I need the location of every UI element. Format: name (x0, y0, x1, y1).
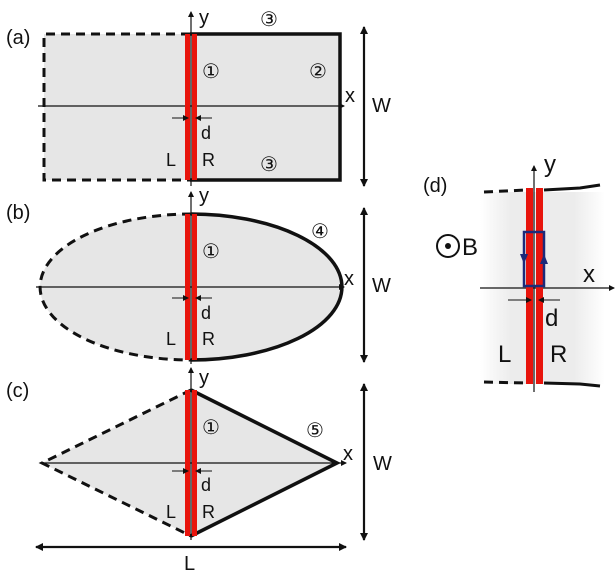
panel-a-marker-3-top: ③ (260, 7, 278, 31)
panel-a-marker-2: ② (309, 59, 327, 83)
panel-c-y-label: y (199, 367, 209, 389)
panel-c-tag: (c) (6, 380, 29, 402)
panel-b-marker-4: ④ (311, 219, 329, 243)
panel-c-marker-5: ⑤ (306, 418, 324, 442)
panel-b-left-label: L (166, 329, 176, 349)
panel-a-right-label: R (202, 150, 215, 170)
panel-d-x-label: x (583, 261, 595, 288)
panel-b-gap-label: d (201, 303, 211, 323)
panel-a-strip-left (185, 34, 190, 180)
panel-c-gap-label: d (201, 475, 211, 495)
panel-b-y-label: y (199, 185, 209, 207)
panel-d-field-out-of-page-icon (436, 234, 460, 258)
panel-a-x-label: x (345, 85, 355, 107)
panel-d-left-top-boundary (483, 188, 527, 194)
panel-d-right-label: R (550, 341, 567, 368)
panel-d-left-bottom-boundary (483, 380, 527, 385)
panel-c-strip-right (192, 390, 197, 536)
panel-a: (a) y x W d L R ① ② ③ ③ (6, 7, 391, 187)
panel-c-length-label: L (184, 553, 195, 574)
panel-a-y-label: y (199, 7, 209, 29)
panel-a-left-label: L (166, 150, 176, 170)
panel-b-right-label: R (202, 329, 215, 349)
panel-c-width-label: W (373, 453, 392, 475)
panel-d: (d) B y x d L R (423, 151, 615, 392)
panel-b-strip-left (185, 214, 190, 360)
panel-d-left-label: L (498, 341, 511, 368)
panel-b: (b) y x W d L R ① ④ (6, 185, 391, 364)
panel-d-loop-arrow-up (540, 254, 548, 264)
panel-a-marker-3-bottom: ③ (260, 152, 278, 176)
panel-c-left-label: L (166, 502, 176, 522)
panel-c: (c) y x W L d L R ① ⑤ (6, 367, 392, 574)
panel-a-marker-1: ① (202, 59, 220, 83)
panel-a-gap-label: d (201, 123, 211, 143)
panel-c-strip-left (185, 390, 190, 536)
panel-b-tag: (b) (6, 202, 30, 224)
panel-b-x-label: x (344, 268, 354, 290)
panel-a-tag: (a) (6, 27, 30, 49)
panel-b-strip-right (192, 214, 197, 360)
panel-d-gap-label: d (545, 305, 558, 332)
panel-c-marker-1: ① (202, 415, 220, 439)
panel-d-field-dot (445, 243, 451, 249)
panel-b-marker-1: ① (202, 239, 220, 263)
panel-a-width-label: W (372, 95, 391, 117)
panel-d-loop-arrow-down (520, 254, 528, 264)
panel-d-right-top-boundary (543, 183, 601, 192)
panel-b-width-label: W (372, 275, 391, 297)
panel-d-field-label: B (462, 234, 478, 261)
panel-a-left-boundary (42, 32, 190, 182)
panel-c-right-label: R (202, 502, 215, 522)
panel-d-right-bottom-boundary (543, 381, 601, 388)
panel-a-strip-right (192, 34, 197, 180)
panel-d-tag: (d) (423, 175, 447, 197)
panel-d-y-label: y (544, 151, 556, 178)
panel-c-x-label: x (343, 443, 353, 465)
